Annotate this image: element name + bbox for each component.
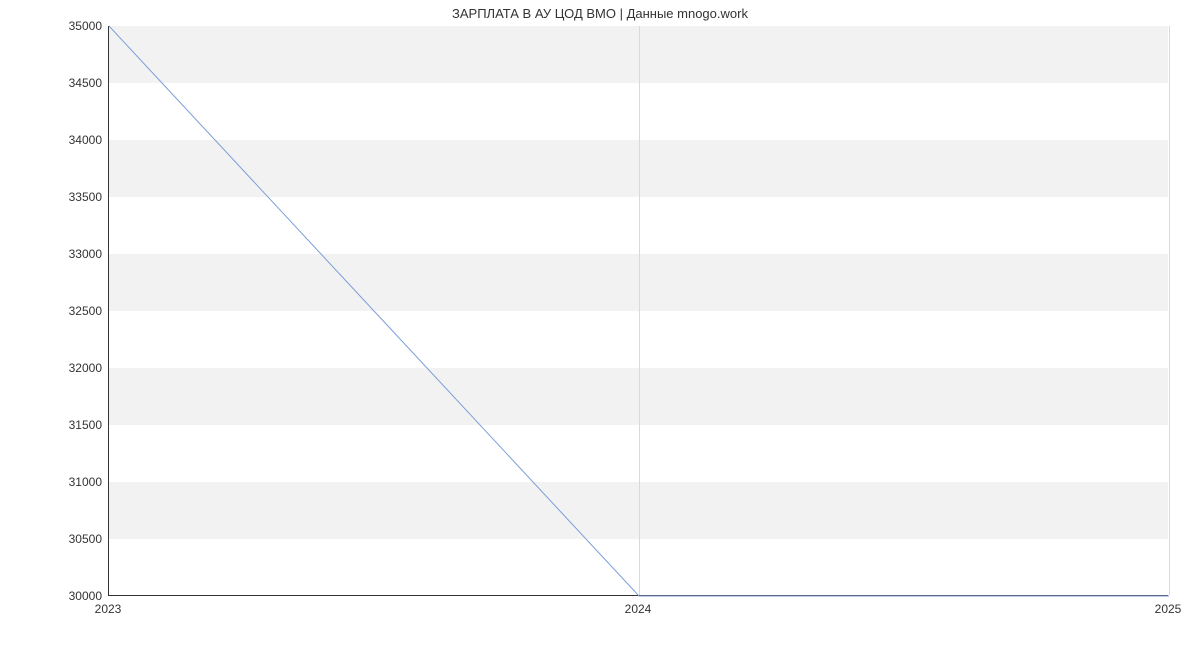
y-tick-label: 33000 bbox=[69, 247, 102, 261]
y-tick-label: 31500 bbox=[69, 418, 102, 432]
y-tick-label: 32500 bbox=[69, 304, 102, 318]
x-tick-label: 2023 bbox=[95, 602, 122, 616]
y-tick-label: 30000 bbox=[69, 589, 102, 603]
plot-area bbox=[108, 26, 1168, 596]
series-line-salary bbox=[109, 26, 1169, 596]
line-layer bbox=[109, 26, 1168, 595]
y-tick-label: 34500 bbox=[69, 76, 102, 90]
vertical-gridline bbox=[1169, 26, 1170, 595]
y-tick-label: 31000 bbox=[69, 475, 102, 489]
y-tick-label: 35000 bbox=[69, 19, 102, 33]
x-tick-label: 2024 bbox=[625, 602, 652, 616]
y-tick-label: 30500 bbox=[69, 532, 102, 546]
x-tick-label: 2025 bbox=[1155, 602, 1182, 616]
y-tick-label: 34000 bbox=[69, 133, 102, 147]
y-tick-label: 33500 bbox=[69, 190, 102, 204]
y-tick-label: 32000 bbox=[69, 361, 102, 375]
chart-title: ЗАРПЛАТА В АУ ЦОД ВМО | Данные mnogo.wor… bbox=[0, 6, 1200, 21]
